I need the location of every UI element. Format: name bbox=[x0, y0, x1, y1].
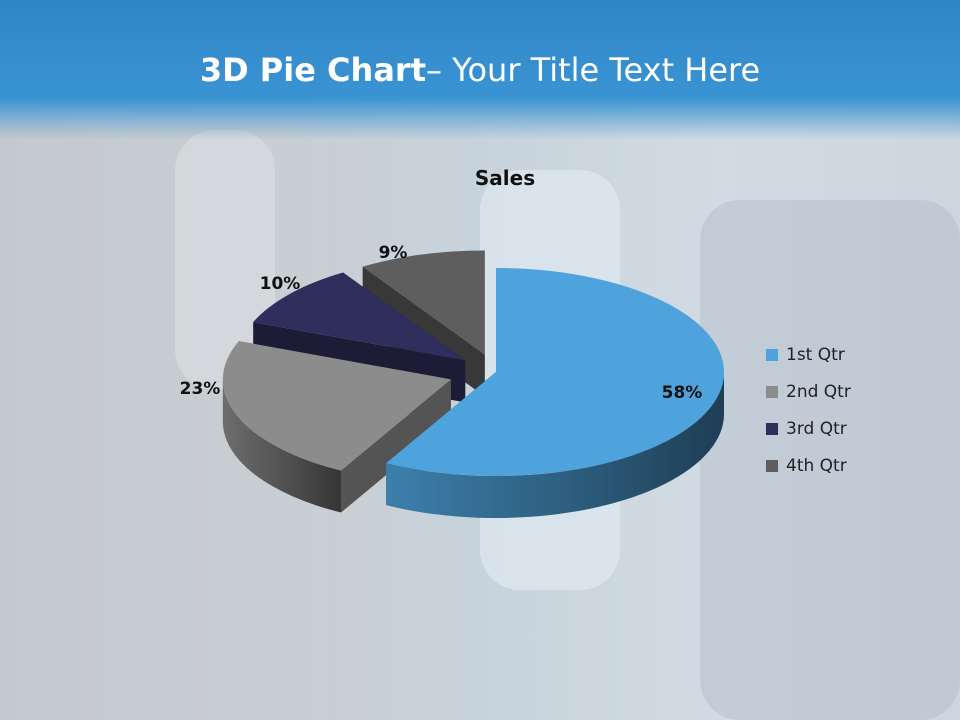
pie-slice-side bbox=[222, 379, 341, 513]
legend-item: 4th Qtr bbox=[766, 447, 851, 484]
pie-slice-top bbox=[386, 268, 724, 476]
pie-slice-side bbox=[386, 372, 724, 518]
pie-slice-top bbox=[253, 272, 466, 361]
legend-item: 1st Qtr bbox=[766, 336, 851, 373]
slide-title-bold: 3D Pie Chart bbox=[199, 51, 426, 89]
data-label: 9% bbox=[379, 243, 408, 263]
data-label: 58% bbox=[662, 383, 703, 403]
background-photo-shadow bbox=[700, 200, 960, 720]
data-label: 10% bbox=[260, 274, 301, 294]
header-band bbox=[0, 0, 960, 140]
legend-label: 4th Qtr bbox=[786, 455, 847, 476]
data-label: 23% bbox=[180, 379, 221, 399]
pie-slice-top bbox=[362, 250, 485, 355]
pie-slice-2nd-qtr: 23% bbox=[180, 341, 451, 513]
legend-swatch bbox=[766, 459, 778, 472]
legend-label: 3rd Qtr bbox=[786, 418, 847, 439]
slide-title: 3D Pie Chart– Your Title Text Here bbox=[0, 50, 960, 90]
chart-title: Sales bbox=[474, 166, 536, 190]
legend-label: 1st Qtr bbox=[786, 344, 845, 365]
legend-swatch bbox=[766, 422, 778, 435]
legend-label: 2nd Qtr bbox=[786, 381, 851, 402]
slide-title-rest: – Your Title Text Here bbox=[425, 51, 761, 89]
legend-swatch bbox=[766, 348, 778, 361]
legend-item: 3rd Qtr bbox=[766, 410, 851, 447]
chart-legend: 1st Qtr 2nd Qtr 3rd Qtr 4th Qtr bbox=[766, 336, 851, 484]
pie-slice-1st-qtr: 58% bbox=[386, 268, 724, 518]
pie-slice-top bbox=[222, 341, 451, 471]
legend-swatch bbox=[766, 385, 778, 398]
legend-item: 2nd Qtr bbox=[766, 373, 851, 410]
